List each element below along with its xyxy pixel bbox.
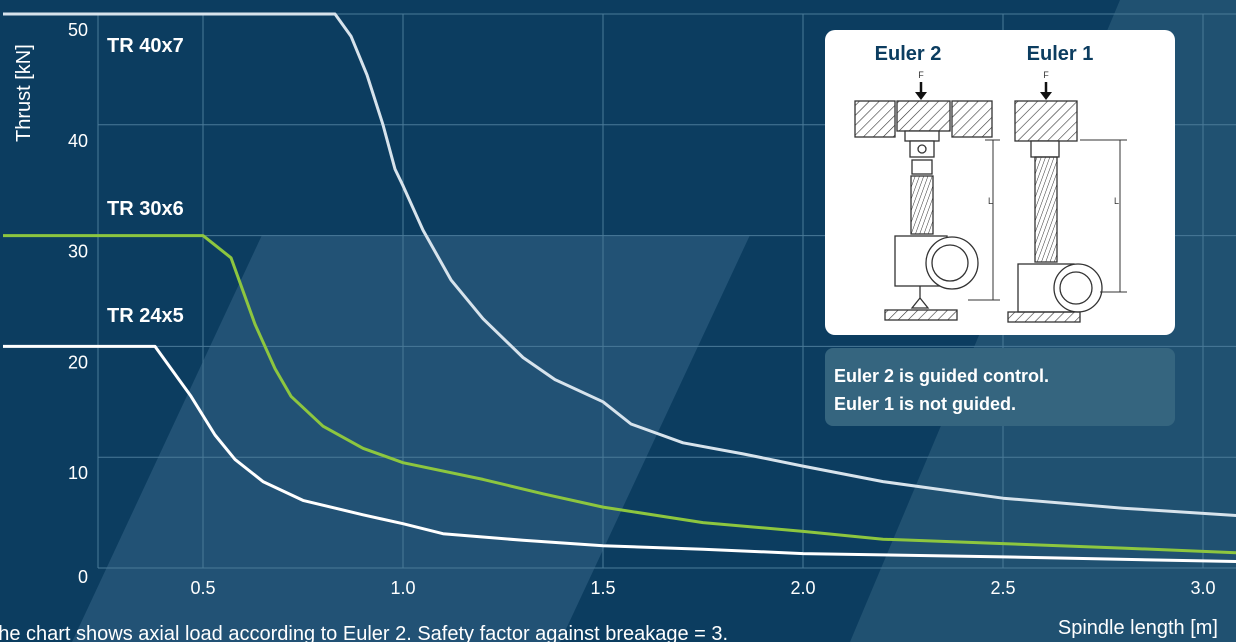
y-tick-label: 0 (78, 567, 88, 587)
x-tick-label: 2.0 (790, 578, 815, 598)
euler2-right-support (952, 101, 992, 137)
euler2-top-joint (910, 141, 934, 157)
y-tick-label: 10 (68, 463, 88, 483)
euler1-spindle (1035, 157, 1057, 262)
chart-footnote: The chart shows axial load according to … (0, 623, 728, 642)
info-box-line-1: Euler 2 is guided control. (834, 366, 1049, 386)
euler1-coupling (1031, 141, 1059, 157)
euler1-top-block (1015, 101, 1077, 141)
euler-info-box: Euler 2 is guided control. Euler 1 is no… (825, 348, 1175, 426)
euler1-ground (1008, 312, 1080, 322)
x-tick-label: 1.5 (590, 578, 615, 598)
euler2-top-block (897, 101, 950, 131)
euler2-spindle (911, 176, 933, 234)
y-axis-ticks: 0 10 20 30 40 50 (68, 20, 88, 587)
x-tick-label: 3.0 (1190, 578, 1215, 598)
euler1-motor-flange (1054, 264, 1102, 312)
euler2-ground (885, 310, 957, 320)
euler1-label: Euler 1 (1027, 43, 1094, 65)
y-tick-label: 30 (68, 242, 88, 262)
y-axis-title: Thrust [kN] (13, 44, 35, 142)
x-tick-label: 0.5 (190, 578, 215, 598)
euler1-length-label: L (1114, 196, 1119, 206)
euler1-force-label: F (1043, 70, 1049, 80)
euler2-left-support (855, 101, 895, 137)
info-box-background (825, 348, 1175, 426)
x-axis-title: Spindle length [m] (1058, 617, 1218, 639)
series-label-tr40x7: TR 40x7 (107, 35, 184, 57)
euler2-label: Euler 2 (875, 43, 942, 65)
euler-card-background (825, 30, 1175, 335)
euler2-nut (912, 160, 932, 174)
series-label-tr24x5: TR 24x5 (107, 305, 184, 327)
y-tick-label: 40 (68, 131, 88, 151)
y-tick-label: 50 (68, 20, 88, 40)
x-tick-label: 1.0 (390, 578, 415, 598)
euler2-force-label: F (918, 70, 924, 80)
series-label-tr30x6: TR 30x6 (107, 198, 184, 220)
info-box-line-2: Euler 1 is not guided. (834, 394, 1016, 414)
euler-diagram-card: Euler 2 Euler 1 F (825, 30, 1175, 335)
x-tick-label: 2.5 (990, 578, 1015, 598)
y-tick-label: 20 (68, 352, 88, 372)
euler2-length-label: L (988, 196, 993, 206)
euler2-bearing (905, 131, 939, 141)
